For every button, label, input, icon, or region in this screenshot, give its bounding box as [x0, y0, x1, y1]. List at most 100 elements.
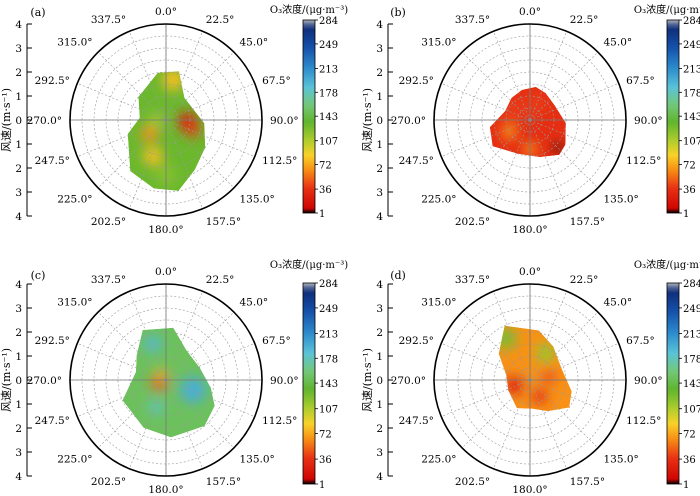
- speed-axis-tick-label: 1: [376, 399, 383, 411]
- direction-tick-label: 67.5°: [626, 335, 655, 347]
- direction-tick-label: 247.5°: [35, 155, 70, 167]
- direction-tick-label: 112.5°: [626, 155, 661, 167]
- colorbar-tick-label: 107: [683, 405, 700, 416]
- direction-tick-label: 315.0°: [421, 297, 456, 309]
- colorbar-tick-label: 213: [683, 329, 700, 340]
- speed-axis-title: 风速/(m·s⁻¹): [0, 348, 13, 412]
- speed-axis-tick-label: 2: [376, 327, 383, 339]
- colorbar-tick-label: 36: [319, 185, 332, 196]
- o3-blob-4: [532, 389, 547, 404]
- o3-field-blobs: [144, 335, 207, 415]
- direction-tick-label: 0.0°: [155, 266, 177, 278]
- direction-tick-label: 157.5°: [570, 216, 605, 228]
- polar-outline: [69, 23, 263, 217]
- speed-axis-tick-label: 0: [15, 115, 22, 127]
- direction-tick-label: 225.0°: [421, 194, 456, 206]
- direction-tick-label: 202.5°: [91, 216, 126, 228]
- speed-axis-tick-label: 3: [376, 43, 383, 55]
- o3-blob-6: [149, 113, 164, 128]
- speed-axis-tick-label: 4: [376, 279, 383, 291]
- panel-label: (a): [30, 6, 45, 19]
- colorbar-tick-label: 72: [683, 161, 696, 172]
- direction-tick-label: 292.5°: [399, 75, 434, 87]
- speed-axis-tick-label: 2: [15, 423, 22, 435]
- direction-tick-label: 90.0°: [270, 115, 299, 127]
- speed-axis-tick-label: 3: [15, 447, 22, 459]
- colorbar-title: O₃浓度/(μg·m⁻³): [270, 3, 348, 16]
- o3-blob-4: [141, 125, 158, 143]
- colorbar-bar: [302, 282, 316, 485]
- o3-blob-2: [553, 143, 563, 153]
- speed-axis-title: 风速/(m·s⁻¹): [0, 88, 13, 152]
- colorbar-tick-label: 1: [319, 209, 325, 220]
- direction-tick-label: 270.0°: [27, 375, 62, 387]
- colorbar-tick-label: 36: [683, 455, 696, 466]
- speed-axis-tick-label: 2: [15, 163, 22, 175]
- panel-label: (b): [390, 6, 406, 19]
- speed-axis-tick-label: 3: [15, 303, 22, 315]
- direction-tick-label: 157.5°: [206, 476, 241, 488]
- direction-tick-label: 270.0°: [391, 375, 426, 387]
- colorbar-bar: [666, 282, 680, 485]
- polar-outline: [69, 283, 263, 477]
- polar-panel-2: 0.0° 22.5° 45.0° 67.5° 90.0° 112.5° 135.0° 157.…: [361, 3, 700, 236]
- direction-tick-label: 112.5°: [262, 415, 297, 427]
- polar-outline: [433, 283, 627, 477]
- direction-tick-label: 157.5°: [570, 476, 605, 488]
- direction-tick-label: 67.5°: [262, 335, 291, 347]
- colorbar-tick-label: 143: [683, 379, 700, 390]
- direction-tick-label: 292.5°: [35, 75, 70, 87]
- speed-axis-tick-label: 2: [376, 423, 383, 435]
- colorbar-tick-label: 143: [319, 379, 338, 390]
- direction-tick-label: 315.0°: [57, 297, 92, 309]
- direction-tick-label: 0.0°: [155, 6, 177, 18]
- direction-gridline: [529, 51, 599, 121]
- o3-blob-3: [179, 376, 207, 404]
- direction-tick-label: 0.0°: [519, 266, 541, 278]
- direction-tick-label: 22.5°: [570, 274, 599, 286]
- speed-axis-tick-label: 1: [376, 91, 383, 103]
- colorbar-tick-label: 284: [683, 279, 700, 290]
- o3-blob-1: [162, 71, 184, 91]
- o3-blob-5: [143, 146, 163, 166]
- colorbar-tick-label: 72: [319, 161, 332, 172]
- colorbar-tick-label: 249: [683, 40, 700, 51]
- direction-tick-label: 315.0°: [57, 37, 92, 49]
- direction-tick-label: 45.0°: [604, 297, 633, 309]
- speed-axis-tick-label: 3: [376, 187, 383, 199]
- polar-outline: [433, 23, 627, 217]
- speed-axis-tick-label: 1: [15, 139, 22, 151]
- direction-tick-label: 247.5°: [35, 415, 70, 427]
- direction-tick-label: 157.5°: [206, 216, 241, 228]
- direction-tick-label: 45.0°: [604, 37, 633, 49]
- colorbar-tick-label: 178: [319, 88, 338, 99]
- direction-tick-label: 337.5°: [91, 274, 126, 286]
- direction-tick-label: 135.0°: [240, 454, 275, 466]
- o3-blob-4: [523, 92, 548, 117]
- colorbar-tick-label: 249: [683, 304, 700, 315]
- colorbar-tick-label: 284: [683, 16, 700, 27]
- o3-blob-4: [144, 335, 162, 353]
- colorbar-title: O₃浓度/(μg·m⁻³): [634, 258, 700, 271]
- colorbar-tick-label: 36: [683, 185, 696, 196]
- colorbar-tick-label: 1: [683, 209, 689, 220]
- colorbar-tick-label: 107: [319, 137, 338, 148]
- direction-tick-label: 180.0°: [512, 484, 547, 496]
- direction-tick-label: 67.5°: [262, 75, 291, 87]
- direction-tick-label: 135.0°: [604, 454, 639, 466]
- direction-tick-label: 45.0°: [240, 37, 269, 49]
- direction-tick-label: 45.0°: [240, 297, 269, 309]
- direction-tick-label: 247.5°: [399, 155, 434, 167]
- o3-blob-5: [502, 124, 517, 140]
- o3-blob-5: [148, 399, 164, 415]
- speed-axis-tick-label: 2: [376, 163, 383, 175]
- colorbar-tick-label: 36: [319, 455, 332, 466]
- colorbar-tick-label: 284: [319, 16, 338, 27]
- direction-tick-label: 22.5°: [206, 14, 235, 26]
- colorbar-tick-label: 143: [319, 112, 338, 123]
- direction-tick-label: 337.5°: [455, 14, 490, 26]
- speed-axis-tick-label: 4: [376, 211, 383, 223]
